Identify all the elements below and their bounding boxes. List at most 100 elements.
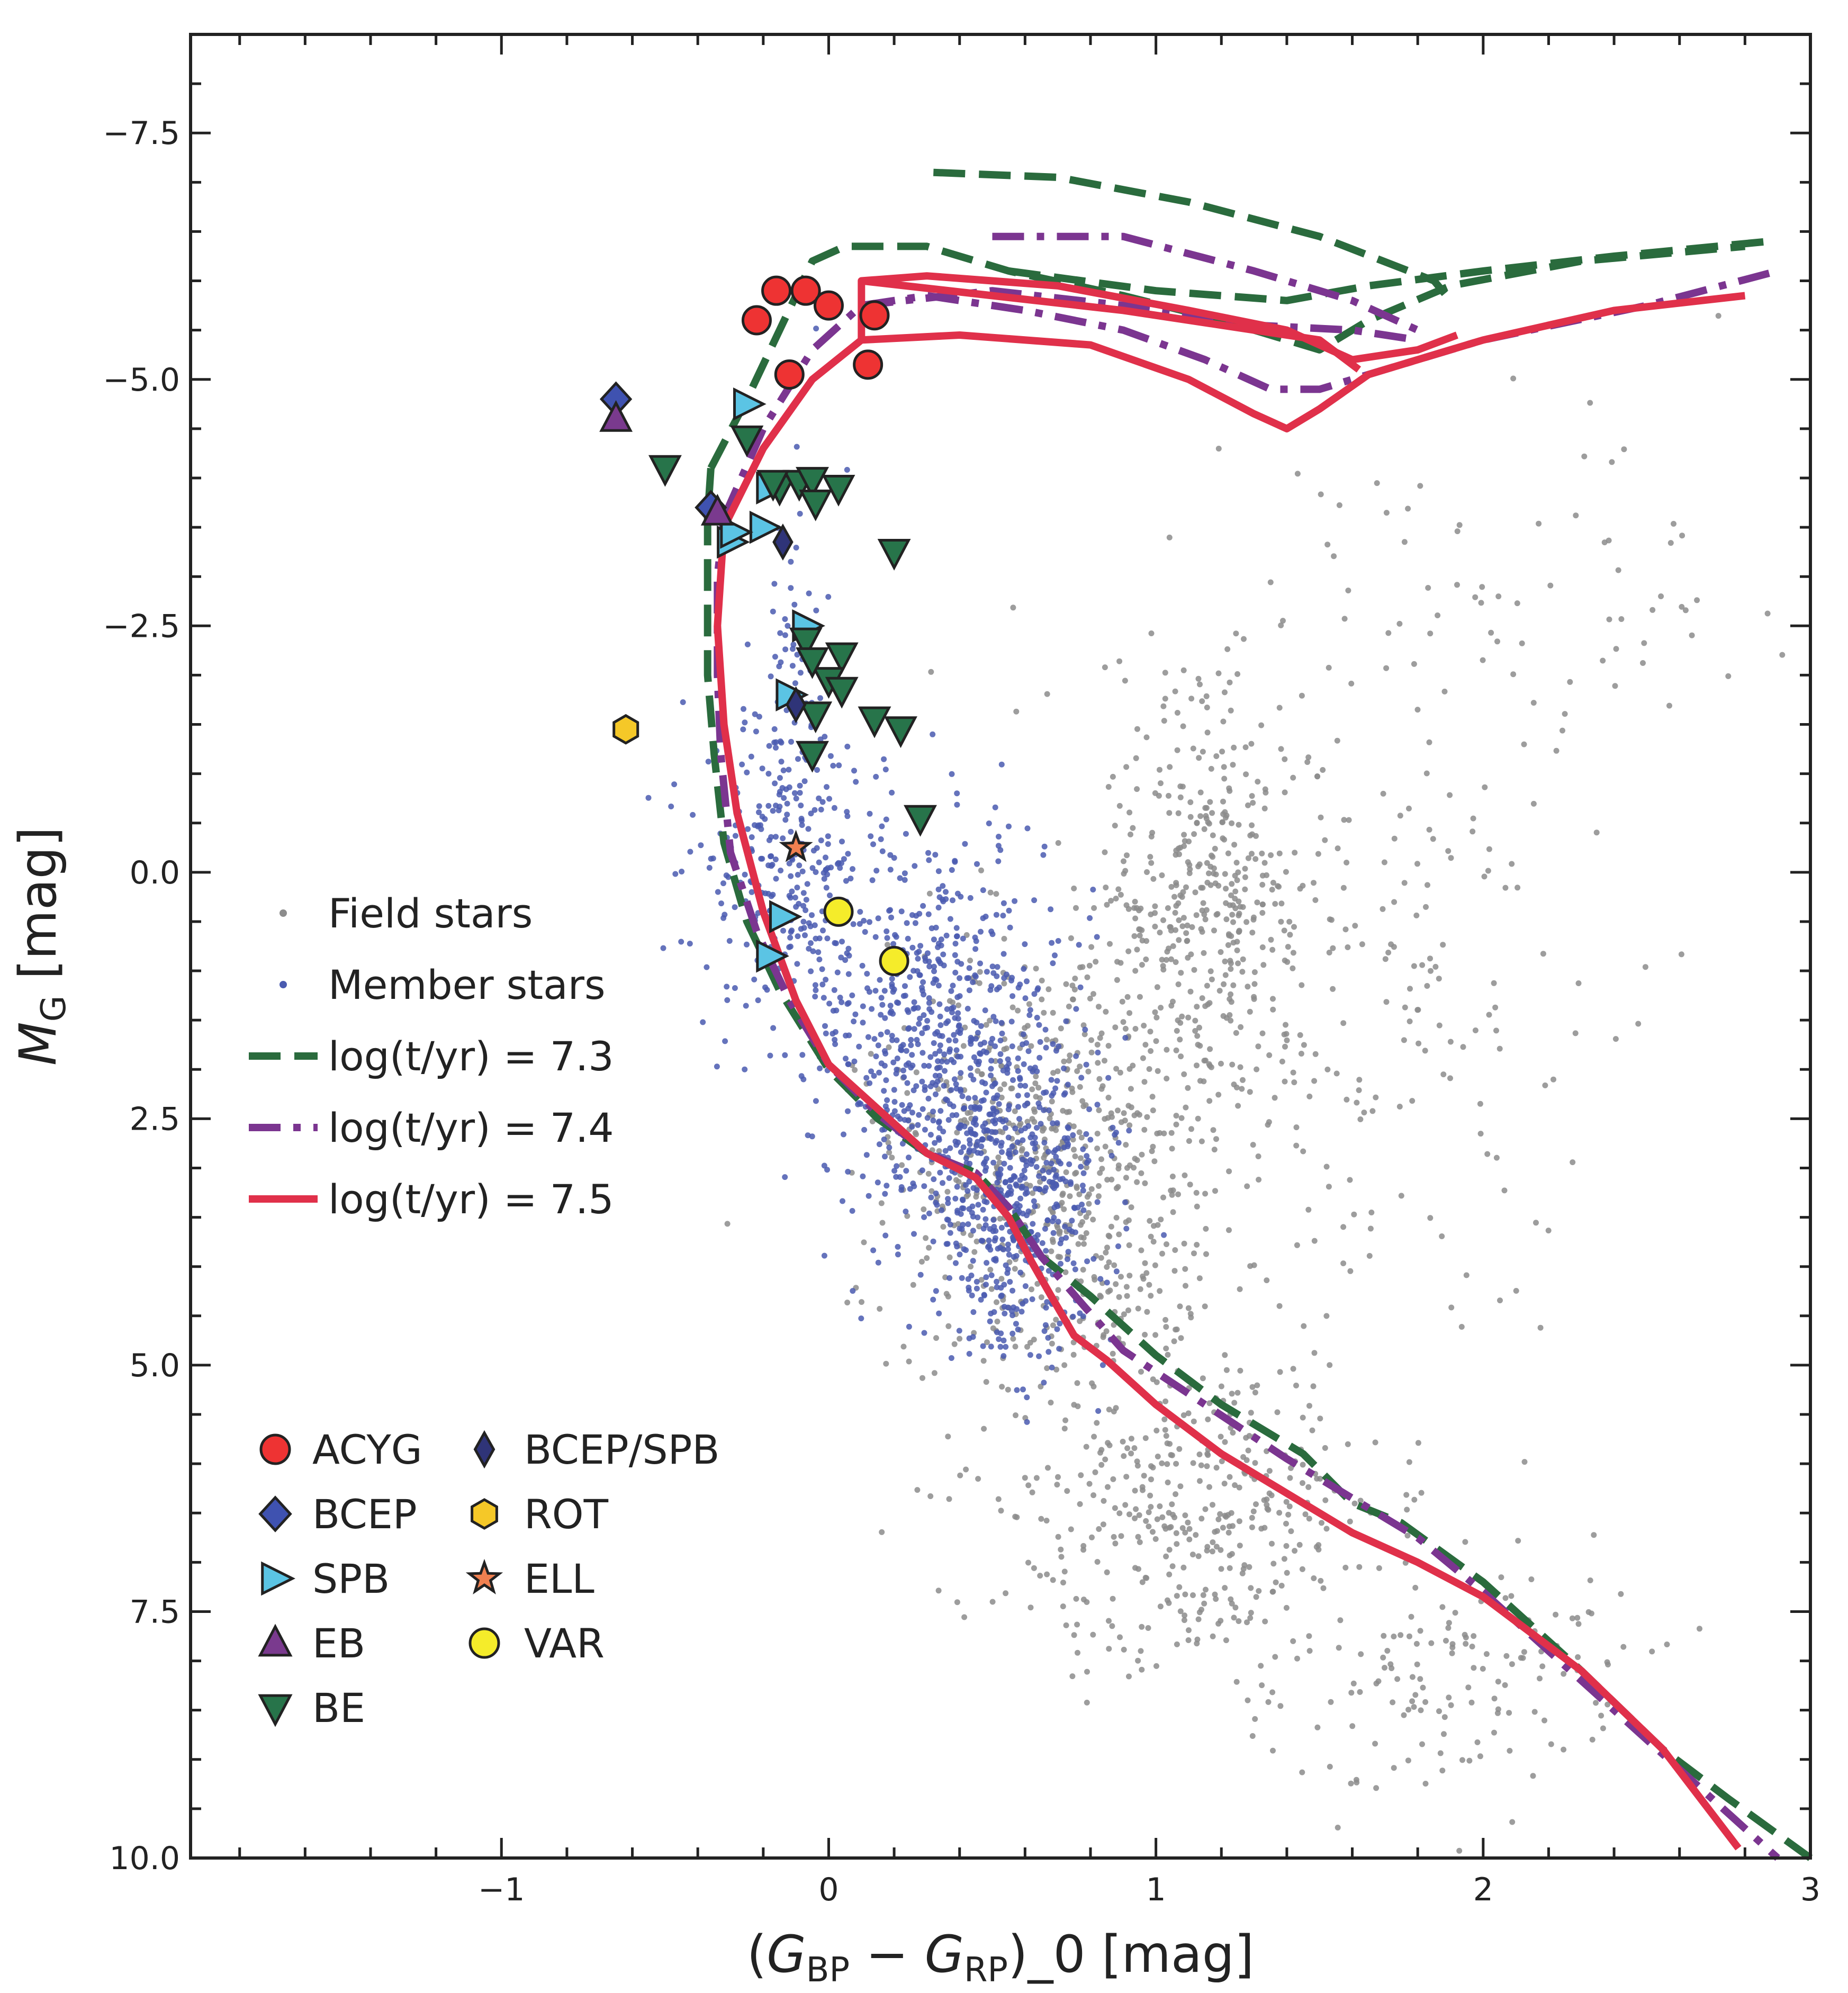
member-star — [787, 895, 794, 901]
member-star — [1066, 1227, 1072, 1233]
field-star — [1162, 1526, 1169, 1532]
member-star — [865, 1034, 871, 1040]
field-star — [1283, 1520, 1289, 1527]
member-star — [939, 896, 945, 903]
field-star — [1227, 1474, 1233, 1480]
field-star — [1170, 1512, 1176, 1518]
member-star — [794, 885, 800, 891]
member-star — [1019, 1173, 1025, 1178]
field-star — [1070, 1137, 1076, 1143]
field-star — [1166, 1547, 1173, 1553]
field-star — [1323, 1313, 1330, 1319]
field-star — [930, 1113, 935, 1119]
field-star — [1161, 718, 1167, 724]
member-star — [973, 1122, 979, 1128]
member-star — [844, 467, 850, 473]
field-star — [1301, 1323, 1307, 1329]
field-star — [1305, 1206, 1312, 1213]
member-star — [806, 945, 812, 952]
member-star — [986, 820, 992, 826]
field-star — [1259, 944, 1266, 950]
member-star — [997, 1051, 1004, 1057]
field-star — [1140, 1055, 1146, 1061]
field-star — [926, 890, 933, 897]
field-star — [1204, 1463, 1210, 1469]
member-star — [770, 608, 776, 615]
field-star — [1141, 1023, 1147, 1029]
field-star — [1264, 1496, 1270, 1502]
member-star — [1031, 1198, 1037, 1204]
field-star — [1330, 986, 1336, 992]
member-star — [943, 1020, 949, 1026]
field-star — [1161, 1416, 1168, 1422]
field-star — [1112, 1505, 1118, 1511]
field-star — [1247, 1089, 1253, 1095]
member-star — [804, 881, 810, 887]
field-star — [1154, 1516, 1160, 1522]
member-star — [739, 761, 745, 768]
field-star — [1104, 1245, 1110, 1251]
field-star — [1103, 1008, 1109, 1015]
member-star — [851, 1018, 857, 1025]
field-star — [1282, 1078, 1288, 1085]
field-star — [1447, 1039, 1454, 1045]
member-star — [922, 1087, 928, 1093]
field-star — [1083, 1230, 1089, 1236]
member-star — [749, 889, 755, 895]
field-star — [1197, 681, 1203, 688]
field-star — [1077, 1084, 1083, 1090]
member-star — [933, 1091, 939, 1097]
field-star — [1258, 722, 1265, 728]
field-star — [868, 1051, 874, 1057]
legend-label: ELL — [524, 1555, 594, 1602]
member-star — [782, 616, 788, 622]
member-star — [905, 935, 911, 942]
field-star — [1715, 313, 1721, 319]
field-star — [1174, 1641, 1180, 1647]
member-star — [803, 897, 809, 903]
member-star — [978, 1296, 984, 1303]
field-star — [1117, 891, 1124, 898]
field-star — [1061, 1362, 1068, 1368]
field-star — [998, 1508, 1004, 1514]
member-star — [883, 816, 889, 823]
field-star — [1001, 935, 1007, 942]
field-star — [1003, 1590, 1009, 1597]
member-star — [827, 892, 833, 898]
member-star — [845, 1108, 851, 1114]
member-star — [1004, 1270, 1011, 1276]
field-star — [1143, 956, 1149, 962]
field-star — [1272, 901, 1278, 907]
member-star — [893, 1174, 899, 1180]
member-star — [955, 1023, 962, 1030]
field-star — [1044, 691, 1050, 697]
field-star — [1593, 1700, 1599, 1706]
field-star — [1542, 1082, 1548, 1088]
member-star — [1005, 1056, 1011, 1062]
member-star — [777, 775, 783, 781]
field-star — [1138, 1648, 1144, 1654]
field-star — [1250, 916, 1257, 923]
member-star — [953, 1081, 959, 1087]
member-star — [1041, 1175, 1047, 1182]
field-star — [1209, 1548, 1215, 1555]
field-star — [1152, 1009, 1158, 1015]
field-star — [877, 1306, 883, 1312]
field-star — [1090, 1216, 1096, 1223]
field-star — [954, 1130, 960, 1135]
field-star — [1075, 1241, 1081, 1247]
member-star — [960, 1205, 967, 1212]
member-star — [921, 1183, 927, 1189]
member-star — [740, 726, 746, 733]
field-star — [996, 1159, 1003, 1166]
field-star — [1063, 1622, 1069, 1628]
field-star — [1200, 1592, 1206, 1598]
field-star — [1178, 1053, 1184, 1060]
field-star — [1324, 1066, 1331, 1072]
member-star — [931, 936, 937, 943]
member-star — [806, 590, 812, 597]
field-star — [1162, 696, 1168, 702]
member-star — [884, 1183, 890, 1189]
field-star — [1143, 734, 1150, 741]
member-star — [969, 1203, 976, 1210]
